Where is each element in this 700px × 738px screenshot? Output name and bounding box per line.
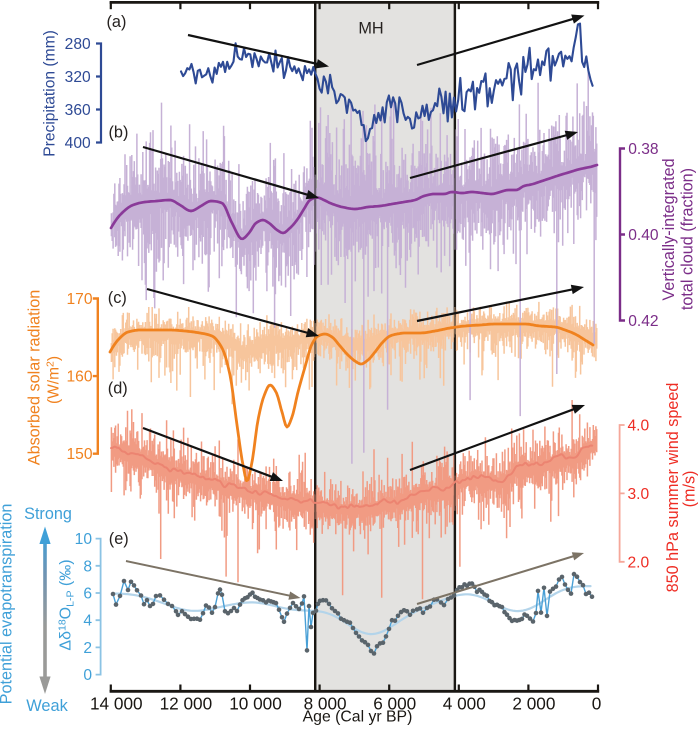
svg-text:(m/s): (m/s) [681,471,699,508]
svg-text:6: 6 [83,586,92,603]
svg-text:MH: MH [358,20,383,38]
svg-text:0: 0 [83,667,92,684]
svg-text:8: 8 [83,558,92,575]
svg-text:Precipitation (mm): Precipitation (mm) [42,30,59,157]
svg-text:0.42: 0.42 [628,313,658,330]
svg-text:400: 400 [65,135,91,152]
svg-text:Weak: Weak [26,697,68,715]
svg-text:(a): (a) [107,13,127,31]
svg-text:10 000: 10 000 [229,694,282,714]
svg-text:8 000: 8 000 [304,694,347,714]
svg-text:280: 280 [65,36,91,53]
svg-text:(e): (e) [109,530,129,548]
svg-text:850 hPa summer wind speed: 850 hPa summer wind speed [664,383,682,593]
svg-text:Strong: Strong [24,505,72,523]
svg-text:Age (Cal yr BP): Age (Cal yr BP) [303,709,413,726]
svg-text:14 000: 14 000 [90,694,143,714]
svg-text:Vertically-integrated: Vertically-integrated [660,158,678,300]
svg-text:total cloud (fraction): total cloud (fraction) [679,168,697,310]
svg-text:4 000: 4 000 [443,694,486,714]
svg-text:320: 320 [65,69,91,86]
svg-text:(c): (c) [108,289,127,307]
svg-text:10: 10 [75,531,93,548]
svg-text:360: 360 [65,102,91,119]
svg-text:4: 4 [83,613,92,630]
svg-text:150: 150 [66,446,92,463]
svg-text:Absorbed solar radiation: Absorbed solar radiation [26,290,44,465]
svg-text:3.0: 3.0 [628,486,650,503]
svg-text:12 000: 12 000 [160,694,213,714]
svg-text:2.0: 2.0 [628,554,650,571]
svg-text:4.0: 4.0 [628,418,650,435]
svg-text:Potential evapotranspiration: Potential evapotranspiration [0,504,16,705]
svg-text:(d): (d) [108,380,128,398]
svg-text:0.38: 0.38 [628,141,658,158]
svg-text:160: 160 [66,369,92,386]
svg-text:2: 2 [83,640,92,657]
svg-text:0.40: 0.40 [628,227,659,244]
svg-text:(W/m2): (W/m2) [45,356,63,404]
svg-text:0: 0 [592,694,602,714]
svg-text:(b): (b) [109,124,129,142]
svg-text:2 000: 2 000 [512,694,555,714]
svg-text:6 000: 6 000 [373,694,416,714]
svg-text:170: 170 [66,291,92,308]
